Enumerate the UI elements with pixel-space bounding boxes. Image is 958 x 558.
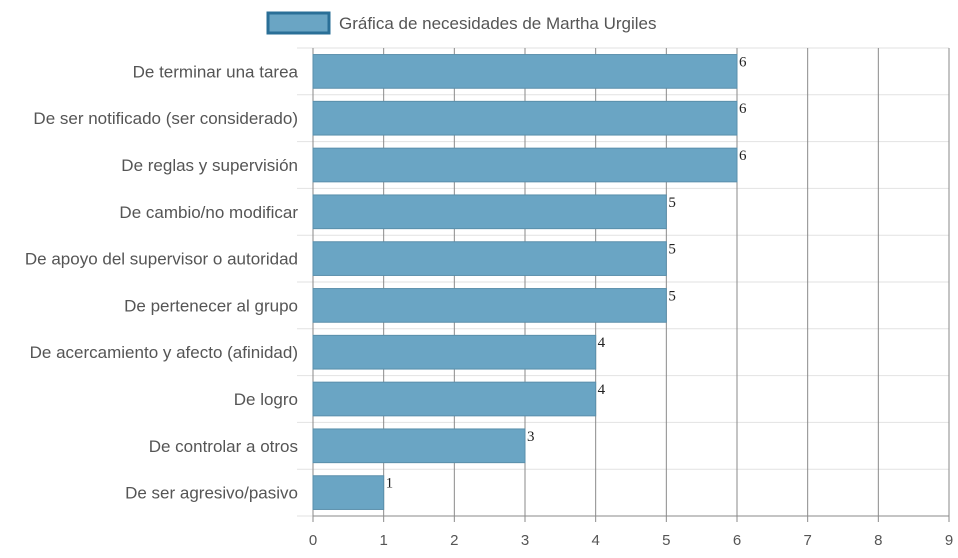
legend-label: Gráfica de necesidades de Martha Urgiles bbox=[339, 14, 657, 33]
x-tick-label: 3 bbox=[521, 532, 529, 549]
x-tick-label: 6 bbox=[733, 532, 741, 549]
data-label: 6 bbox=[739, 148, 747, 164]
x-tick-label: 2 bbox=[450, 532, 458, 549]
category-label: De logro bbox=[234, 390, 298, 409]
legend[interactable]: Gráfica de necesidades de Martha Urgiles bbox=[266, 11, 657, 35]
data-label: 6 bbox=[739, 101, 747, 117]
category-label: De acercamiento y afecto (afinidad) bbox=[30, 343, 298, 362]
bar bbox=[312, 54, 738, 89]
x-tick-label: 9 bbox=[945, 532, 953, 549]
data-label: 4 bbox=[598, 382, 606, 398]
bar bbox=[312, 334, 597, 370]
category-label: De controlar a otros bbox=[149, 437, 298, 456]
bar bbox=[312, 288, 667, 323]
bar bbox=[312, 428, 526, 464]
x-tick-label: 8 bbox=[874, 532, 882, 549]
legend-swatch bbox=[266, 11, 331, 35]
data-label: 5 bbox=[668, 288, 676, 304]
x-tick-label: 5 bbox=[662, 532, 670, 549]
data-label: 4 bbox=[598, 335, 606, 351]
category-label: De terminar una tarea bbox=[133, 62, 299, 81]
data-label: 5 bbox=[668, 195, 676, 211]
category-label: De apoyo del supervisor o autoridad bbox=[25, 250, 298, 269]
x-tick-label: 1 bbox=[379, 532, 387, 549]
category-label: De cambio/no modificar bbox=[119, 203, 298, 222]
bar bbox=[312, 100, 738, 136]
category-label: De pertenecer al grupo bbox=[124, 296, 298, 315]
bar bbox=[312, 147, 738, 183]
x-tick-label: 4 bbox=[591, 532, 599, 549]
x-tick-label: 7 bbox=[803, 532, 811, 549]
bars bbox=[312, 54, 738, 510]
bar bbox=[312, 475, 385, 510]
x-tick-label: 0 bbox=[309, 532, 317, 549]
data-label: 3 bbox=[527, 429, 535, 445]
category-label: De ser notificado (ser considerado) bbox=[33, 109, 298, 128]
category-labels: De terminar una tarea De ser notificado (… bbox=[25, 62, 299, 502]
data-label: 1 bbox=[386, 476, 394, 492]
bar bbox=[312, 381, 597, 417]
category-label: De ser agresivo/pasivo bbox=[125, 484, 298, 503]
bar bbox=[312, 194, 667, 230]
data-label: 6 bbox=[739, 54, 747, 70]
x-axis-tick-labels: 0 1 2 3 4 5 6 7 8 9 bbox=[309, 532, 953, 549]
bar bbox=[312, 241, 667, 276]
category-label: De reglas y supervisión bbox=[121, 156, 298, 175]
data-labels: 6 6 6 5 5 5 4 4 3 1 bbox=[386, 54, 747, 491]
data-label: 5 bbox=[668, 242, 676, 258]
